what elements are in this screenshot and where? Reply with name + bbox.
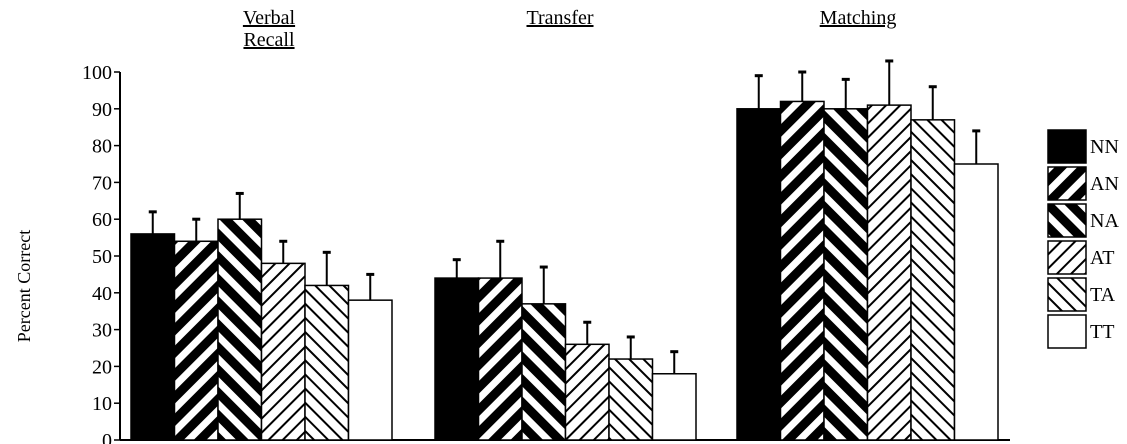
- y-tick-label: 30: [92, 320, 112, 342]
- legend-swatch-an: [1047, 166, 1087, 201]
- y-tick-label: 20: [92, 356, 112, 378]
- y-tick-label: 50: [92, 246, 112, 268]
- bar-ta-1: [608, 358, 654, 441]
- category-label-1: Transfer: [526, 7, 593, 29]
- legend-label-an: AN: [1090, 173, 1119, 195]
- y-tick-label: 90: [92, 99, 112, 121]
- legend-label-at: AT: [1090, 247, 1114, 269]
- bar-na-2: [823, 108, 869, 441]
- bar-tt-0: [347, 299, 393, 441]
- y-axis-label: Percent Correct: [14, 230, 34, 342]
- bar-at-2: [866, 104, 912, 441]
- bar-tt-2: [953, 163, 999, 441]
- bar-ta-0: [304, 284, 350, 441]
- bar-nn-2: [736, 108, 782, 441]
- y-tick-label: 60: [92, 209, 112, 231]
- legend-swatch-ta: [1047, 277, 1087, 312]
- bar-ta-2: [910, 119, 956, 441]
- legend-swatch-at: [1047, 240, 1087, 275]
- y-tick-label: 0: [102, 430, 112, 444]
- y-tick-label: 100: [82, 62, 112, 84]
- bar-at-1: [564, 343, 610, 441]
- y-tick-label: 80: [92, 136, 112, 158]
- legend-label-na: NA: [1090, 210, 1119, 232]
- category-label-0: Verbal Recall: [243, 7, 296, 51]
- bar-at-0: [260, 262, 306, 441]
- legend-swatch-na: [1047, 203, 1087, 238]
- legend-label-ta: TA: [1090, 284, 1116, 306]
- bar-nn-1: [434, 277, 480, 441]
- category-label-2: Matching: [820, 7, 897, 29]
- bar-an-1: [477, 277, 523, 441]
- legend-swatch-nn: [1047, 129, 1087, 164]
- y-tick-label: 40: [92, 283, 112, 305]
- legend-label-nn: NN: [1090, 136, 1119, 158]
- bar-an-0: [173, 240, 219, 441]
- bar-tt-1: [651, 373, 697, 441]
- y-tick-label: 10: [92, 393, 112, 415]
- y-tick-label: 70: [92, 172, 112, 194]
- bar-an-2: [779, 100, 825, 441]
- bar-nn-0: [130, 233, 176, 441]
- legend-swatch-tt: [1047, 314, 1087, 349]
- bar-na-1: [521, 303, 567, 441]
- bar-na-0: [217, 218, 263, 441]
- legend-label-tt: TT: [1090, 321, 1114, 343]
